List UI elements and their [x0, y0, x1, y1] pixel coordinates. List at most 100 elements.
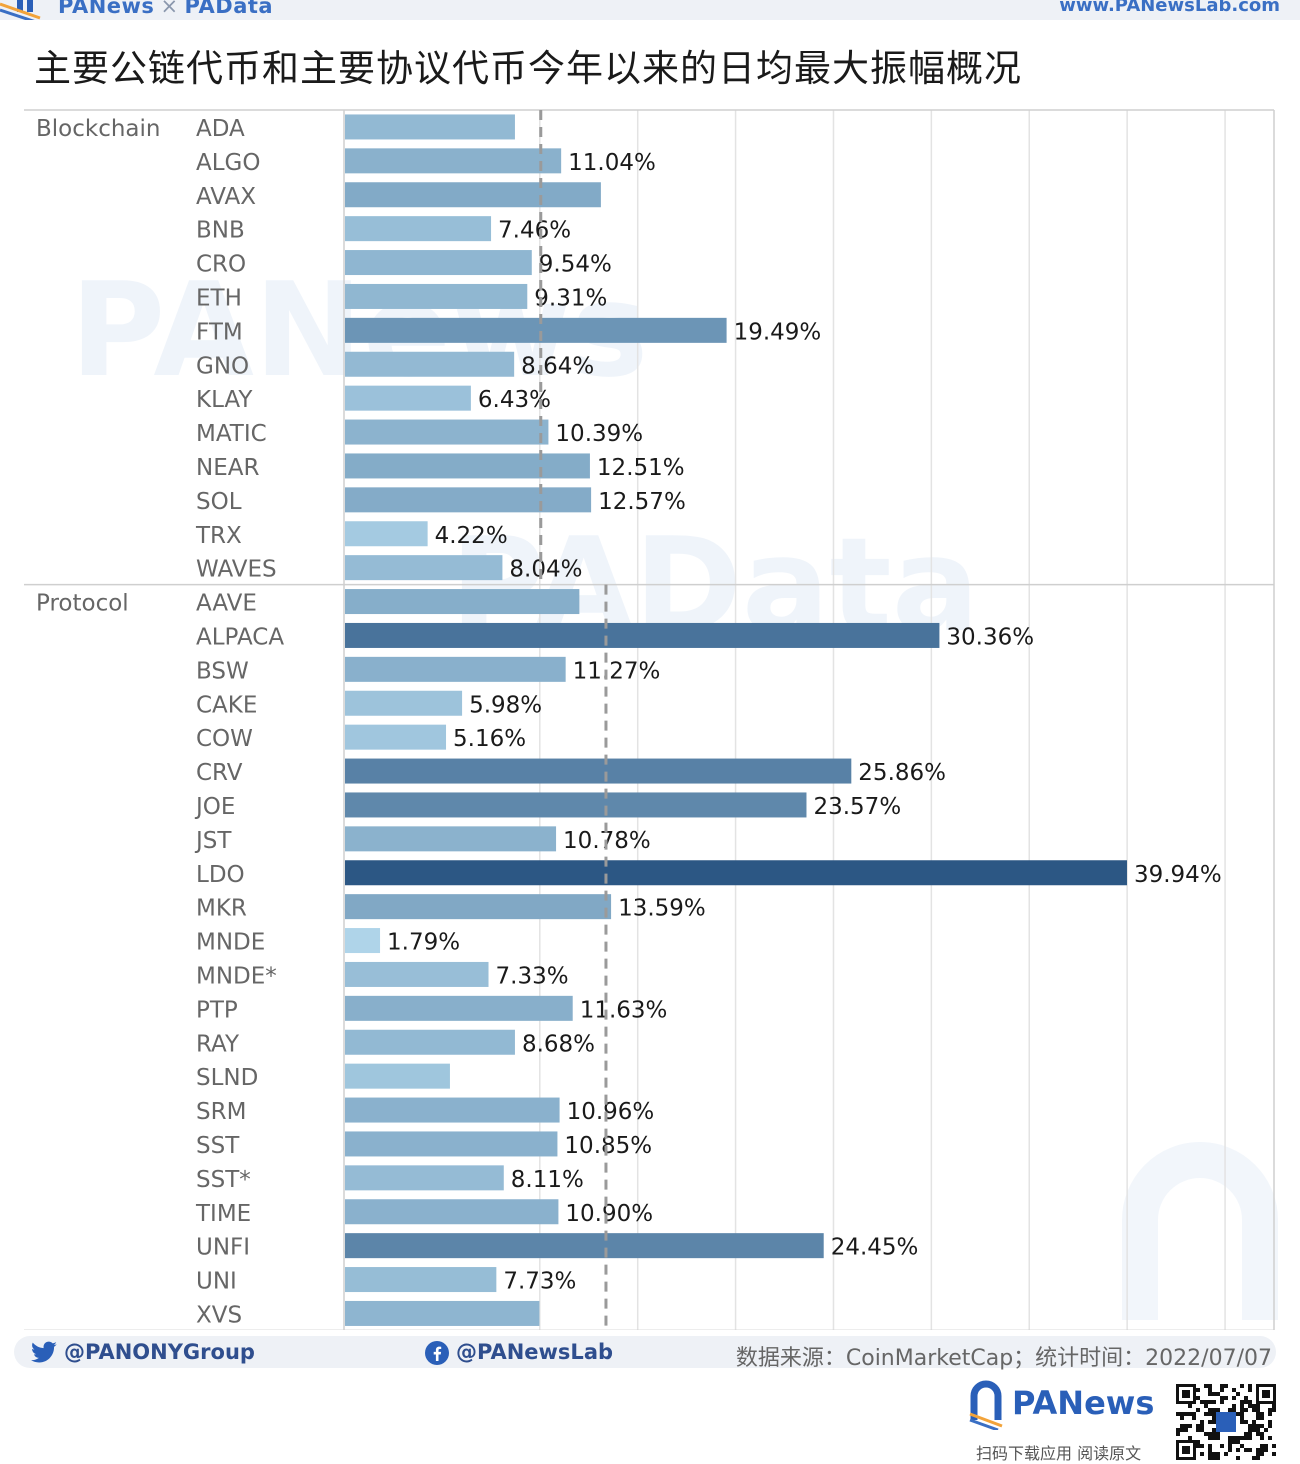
bar: [345, 317, 727, 343]
qr-finder-core: [1182, 1390, 1190, 1398]
brand-right: PAData: [184, 0, 274, 18]
qr-module: [1180, 1416, 1184, 1420]
qr-module: [1268, 1436, 1272, 1440]
category-label: CRO: [196, 252, 246, 278]
data-label: 10.96%: [567, 1099, 655, 1125]
bar: [345, 826, 557, 852]
qr-module: [1204, 1412, 1208, 1416]
bar: [345, 148, 562, 174]
data-label: 10.85%: [564, 1133, 652, 1159]
qr-finder-core: [1262, 1390, 1270, 1398]
qr-module: [1272, 1408, 1276, 1412]
data-label: 12.51%: [597, 455, 685, 481]
group-label: Protocol: [36, 591, 129, 617]
data-label: 7.33%: [496, 963, 569, 989]
site-url-link[interactable]: www.PANewsLab.com: [1059, 0, 1280, 16]
qr-module: [1260, 1412, 1264, 1416]
bar: [345, 1300, 540, 1326]
qr-module: [1248, 1400, 1252, 1404]
qr-module: [1272, 1452, 1276, 1456]
qr-center-logo: [1216, 1412, 1236, 1432]
qr-module: [1204, 1432, 1208, 1436]
bar: [345, 521, 428, 547]
qr-module: [1216, 1452, 1220, 1456]
data-label: 23.57%: [813, 794, 901, 820]
qr-module: [1240, 1404, 1244, 1408]
qr-module: [1264, 1428, 1268, 1432]
bar: [345, 1097, 560, 1123]
category-label: UNI: [196, 1269, 237, 1295]
category-label: FTM: [196, 319, 243, 345]
data-label: 5.16%: [453, 726, 526, 752]
category-label: LDO: [196, 862, 245, 888]
category-label: NEAR: [196, 455, 259, 481]
qr-module: [1188, 1412, 1192, 1416]
qr-module: [1272, 1444, 1276, 1448]
qr-module: [1196, 1440, 1200, 1444]
qr-module: [1208, 1452, 1212, 1456]
bar: [345, 216, 492, 242]
category-label: SOL: [196, 489, 242, 515]
qr-module: [1256, 1412, 1260, 1416]
qr-module: [1220, 1396, 1224, 1400]
facebook-handle[interactable]: @PANewsLab: [424, 1338, 613, 1366]
category-label: MKR: [196, 896, 247, 922]
bar: [345, 690, 463, 716]
qr-module: [1264, 1444, 1268, 1448]
qr-module: [1256, 1424, 1260, 1428]
facebook-icon: [425, 1341, 449, 1365]
bar: [345, 419, 549, 445]
qr-module: [1252, 1404, 1256, 1408]
qr-module: [1208, 1444, 1212, 1448]
qr-module: [1204, 1400, 1208, 1404]
qr-module: [1240, 1384, 1244, 1388]
qr-module: [1232, 1388, 1236, 1392]
bar: [345, 995, 573, 1021]
qr-module: [1240, 1420, 1244, 1424]
bar: [345, 114, 515, 140]
qr-module: [1212, 1416, 1216, 1420]
category-label: CRV: [196, 760, 243, 786]
category-label: TIME: [195, 1201, 251, 1227]
qr-code[interactable]: [1176, 1384, 1276, 1460]
qr-module: [1212, 1432, 1216, 1436]
qr-module: [1208, 1456, 1212, 1460]
bar: [345, 1131, 558, 1157]
twitter-handle[interactable]: @PANONYGroup: [30, 1338, 255, 1366]
qr-module: [1208, 1392, 1212, 1396]
qr-module: [1260, 1448, 1264, 1452]
panews-mark-icon: [0, 0, 41, 20]
qr-module: [1180, 1424, 1184, 1428]
bar: [345, 961, 489, 987]
qr-module: [1180, 1412, 1184, 1416]
qr-module: [1248, 1432, 1252, 1436]
qr-module: [1192, 1416, 1196, 1420]
qr-module: [1248, 1384, 1252, 1388]
qr-module: [1256, 1452, 1260, 1456]
data-label: 1.79%: [387, 930, 460, 956]
bar: [345, 283, 528, 309]
header-brand: PANews × PAData: [58, 0, 273, 18]
twitter-handle-text: @PANONYGroup: [64, 1340, 255, 1364]
qr-module: [1252, 1420, 1256, 1424]
qr-module: [1212, 1400, 1216, 1404]
bar: [345, 385, 471, 411]
category-label: GNO: [196, 353, 249, 379]
qr-module: [1200, 1400, 1204, 1404]
qr-module: [1228, 1436, 1232, 1440]
category-label: BNB: [196, 218, 245, 244]
qr-module: [1252, 1428, 1256, 1432]
qr-module: [1216, 1436, 1220, 1440]
bar: [345, 1199, 559, 1225]
qr-module: [1196, 1444, 1200, 1448]
category-label: ALPACA: [196, 624, 284, 650]
qr-module: [1240, 1408, 1244, 1412]
qr-module: [1256, 1432, 1260, 1436]
qr-module: [1196, 1396, 1200, 1400]
qr-module: [1256, 1456, 1260, 1460]
data-label: 6.43%: [478, 387, 551, 413]
data-label: 13.59%: [618, 896, 706, 922]
bar: [345, 487, 592, 513]
qr-module: [1248, 1436, 1252, 1440]
